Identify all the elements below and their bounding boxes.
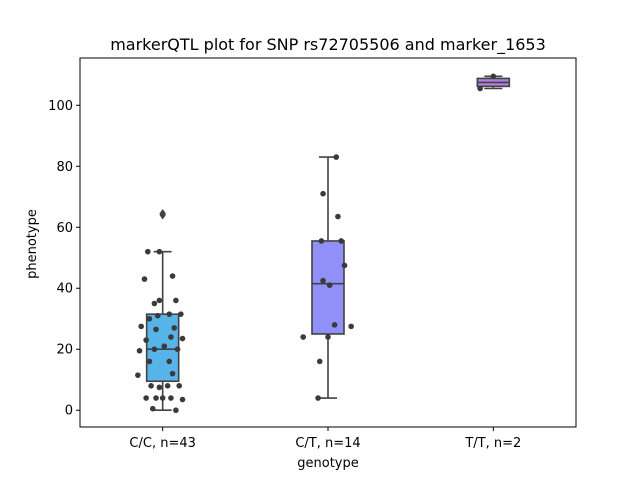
data-point bbox=[146, 315, 153, 322]
data-point bbox=[168, 334, 174, 340]
data-point bbox=[320, 190, 326, 197]
chart-title: markerQTL plot for SNP rs72705506 and ma… bbox=[110, 35, 546, 55]
points-3 bbox=[477, 73, 497, 92]
data-point bbox=[156, 297, 163, 304]
data-point bbox=[178, 311, 184, 317]
data-point bbox=[156, 248, 163, 255]
data-point bbox=[477, 85, 483, 92]
axes-frame bbox=[79, 57, 577, 428]
data-point bbox=[141, 276, 148, 282]
data-point bbox=[318, 238, 325, 244]
x-tick-label: C/T, n=14 bbox=[295, 436, 360, 451]
data-point bbox=[144, 248, 151, 255]
data-point bbox=[161, 343, 168, 349]
x-tick-label: C/C, n=43 bbox=[129, 436, 195, 451]
data-point bbox=[326, 282, 333, 288]
data-point bbox=[300, 334, 307, 340]
y-tick-label: 60 bbox=[56, 221, 73, 236]
data-point bbox=[176, 383, 182, 389]
data-point bbox=[169, 273, 176, 279]
data-point bbox=[174, 346, 181, 353]
data-point bbox=[151, 346, 158, 353]
data-point bbox=[154, 312, 161, 319]
box-2 bbox=[311, 156, 345, 399]
data-point bbox=[320, 277, 326, 284]
data-point bbox=[151, 300, 158, 307]
data-point bbox=[164, 383, 171, 389]
data-point bbox=[136, 347, 143, 354]
data-point bbox=[166, 358, 173, 365]
data-point bbox=[173, 407, 179, 414]
y-tick-label: 20 bbox=[56, 343, 73, 358]
y-tick-label: 40 bbox=[56, 282, 73, 297]
data-point bbox=[348, 323, 354, 330]
data-point bbox=[331, 322, 338, 328]
points-1 bbox=[135, 248, 186, 414]
data-point bbox=[166, 311, 173, 317]
data-point bbox=[335, 213, 341, 220]
data-point bbox=[490, 73, 497, 80]
data-point bbox=[146, 358, 153, 365]
x-tick-label: T/T, n=2 bbox=[464, 436, 521, 451]
y-tick-label: 0 bbox=[65, 404, 73, 419]
data-point bbox=[169, 370, 176, 377]
data-point bbox=[171, 325, 178, 331]
y-tick-label: 100 bbox=[48, 99, 73, 114]
data-point bbox=[138, 323, 144, 330]
data-point bbox=[173, 297, 179, 304]
y-tick-label: 80 bbox=[56, 160, 73, 175]
outlier-marker bbox=[159, 209, 166, 219]
data-point bbox=[179, 396, 186, 403]
data-point bbox=[135, 372, 141, 378]
data-point bbox=[148, 383, 154, 389]
data-point bbox=[315, 395, 321, 401]
data-point bbox=[159, 395, 166, 401]
data-point bbox=[143, 337, 149, 343]
y-axis-label: phenotype bbox=[25, 209, 40, 279]
data-point bbox=[179, 335, 186, 342]
data-point bbox=[316, 358, 323, 365]
data-point bbox=[338, 238, 345, 244]
data-point bbox=[143, 395, 149, 401]
data-point bbox=[153, 395, 159, 401]
data-point bbox=[333, 154, 340, 160]
x-axis-label: genotype bbox=[297, 456, 358, 471]
plot-area: 0 20 40 60 80 100 C/C, n=43 C/T, n=14 T/T, n=2 bbox=[48, 73, 521, 451]
points-2 bbox=[300, 154, 354, 401]
box-body bbox=[311, 240, 345, 335]
data-point bbox=[153, 326, 159, 333]
data-point bbox=[341, 262, 348, 269]
data-point bbox=[156, 384, 163, 391]
data-point bbox=[168, 395, 174, 401]
data-point bbox=[149, 405, 156, 412]
data-point bbox=[325, 334, 331, 340]
